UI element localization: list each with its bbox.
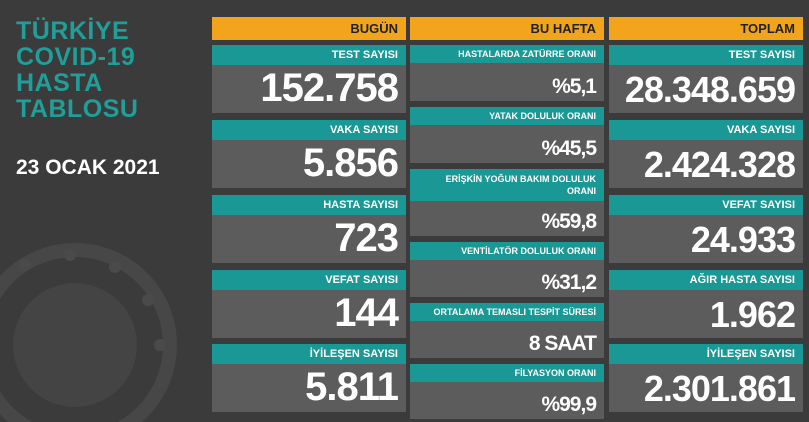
card-value: 5.811	[305, 365, 399, 409]
stat-card: HASTA SAYISI 723	[212, 195, 406, 263]
stat-card: HASTALARDA ZATÜRRE ORANI %5,1	[410, 45, 604, 101]
card-value: 2.301.861	[643, 368, 796, 409]
card-label: FİLYASYON ORANI	[410, 364, 604, 382]
card-label: VENTİLATÖR DOLULUK ORANI	[410, 242, 604, 260]
card-label: VEFAT SAYISI	[212, 270, 406, 290]
card-label: İYİLEŞEN SAYISI	[609, 344, 803, 364]
stat-card: İYİLEŞEN SAYISI 2.301.861	[609, 344, 803, 412]
card-value: 144	[334, 291, 399, 335]
stat-card: YATAK DOLULUK ORANI %45,5	[410, 107, 604, 163]
card-label: TEST SAYISI	[212, 45, 406, 65]
card-value: 2.424.328	[643, 144, 796, 185]
stat-card: FİLYASYON ORANI %99,9	[410, 364, 604, 419]
card-label: İYİLEŞEN SAYISI	[212, 344, 406, 364]
stat-card: ERİŞKİN YOĞUN BAKIM DOLULUK ORANI %59,8	[410, 169, 604, 236]
column-header: TOPLAM	[609, 17, 803, 40]
card-value: 723	[334, 216, 399, 260]
stat-card: VEFAT SAYISI 144	[212, 270, 406, 338]
card-label: ORTALAMA TEMASLI TESPİT SÜRESİ	[410, 303, 604, 321]
card-value: 28.348.659	[624, 69, 796, 110]
stat-card: VAKA SAYISI 5.856	[212, 120, 406, 188]
card-value: 152.758	[260, 66, 399, 110]
card-value: %59,8	[541, 210, 597, 233]
card-value: 8 SAAT	[528, 332, 597, 355]
column-header: BU HAFTA	[410, 17, 604, 40]
card-label: VEFAT SAYISI	[609, 195, 803, 215]
card-value: 1.962	[709, 294, 796, 335]
stat-card: VEFAT SAYISI 24.933	[609, 195, 803, 263]
stat-card: ORTALAMA TEMASLI TESPİT SÜRESİ 8 SAAT	[410, 303, 604, 358]
card-value: 5.856	[302, 141, 399, 185]
card-label: TEST SAYISI	[609, 45, 803, 65]
card-label: AĞIR HASTA SAYISI	[609, 270, 803, 290]
card-label: VAKA SAYISI	[212, 120, 406, 140]
card-value: %5,1	[552, 75, 597, 98]
stat-card: AĞIR HASTA SAYISI 1.962	[609, 270, 803, 338]
column-header: BUGÜN	[212, 17, 406, 40]
title-line: TABLOSU	[16, 95, 139, 123]
card-label: ERİŞKİN YOĞUN BAKIM DOLULUK ORANI	[410, 169, 604, 201]
stat-card: TEST SAYISI 28.348.659	[609, 45, 803, 113]
card-label: HASTALARDA ZATÜRRE ORANI	[410, 45, 604, 63]
title: TÜRKİYE COVID-19 HASTA TABLOSU	[16, 18, 138, 122]
stat-card: İYİLEŞEN SAYISI 5.811	[212, 344, 406, 412]
stat-card: VENTİLATÖR DOLULUK ORANI %31,2	[410, 242, 604, 297]
stat-card: TEST SAYISI 152.758	[212, 45, 406, 113]
card-value: %45,5	[541, 137, 597, 160]
card-label: VAKA SAYISI	[609, 120, 803, 140]
card-value: 24.933	[690, 219, 796, 260]
card-value: %31,2	[541, 271, 597, 294]
title-line: COVID-19	[16, 43, 136, 71]
card-label: YATAK DOLULUK ORANI	[410, 107, 604, 125]
title-line: TÜRKİYE	[16, 17, 130, 45]
emblem	[0, 243, 177, 422]
card-value: %99,9	[541, 393, 597, 416]
card-label: HASTA SAYISI	[212, 195, 406, 215]
stat-card: VAKA SAYISI 2.424.328	[609, 120, 803, 188]
date: 23 OCAK 2021	[16, 156, 160, 179]
title-line: HASTA	[16, 69, 103, 97]
